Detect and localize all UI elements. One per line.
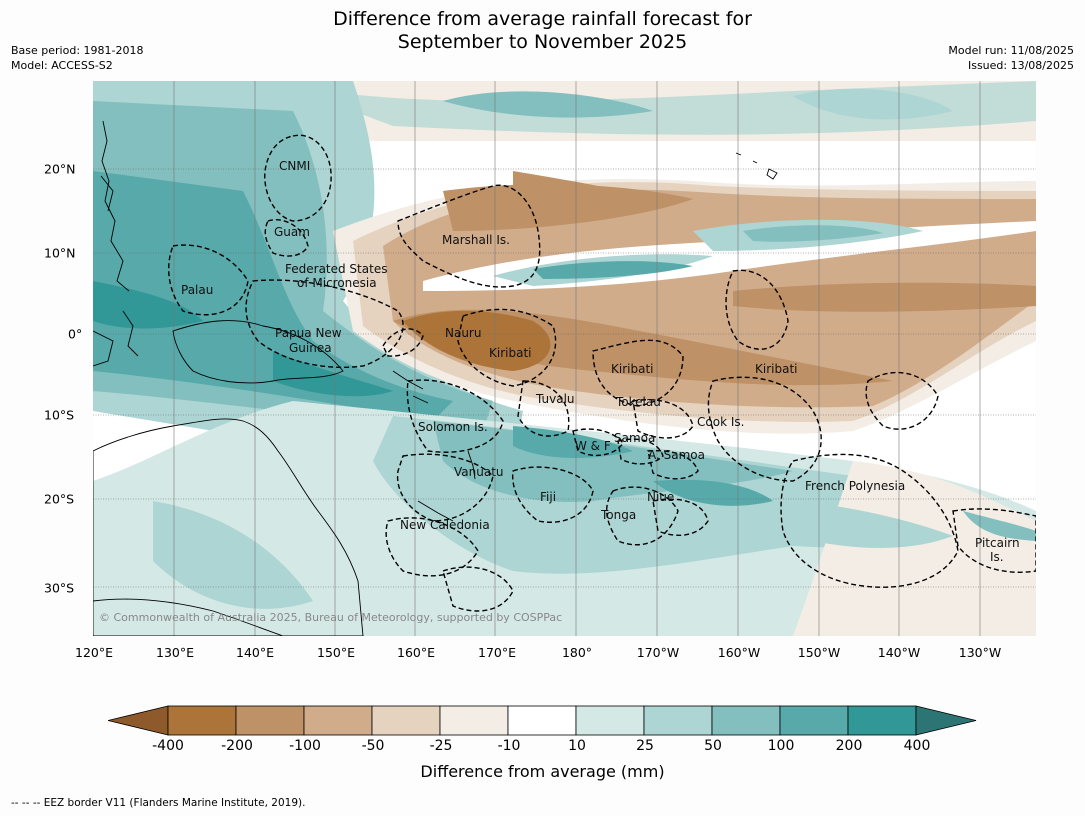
meta-right: Model run: 11/08/2025 Issued: 13/08/2025: [948, 43, 1074, 73]
y-tick-label: 20°S: [44, 491, 75, 507]
base-period: Base period: 1981-2018: [11, 44, 144, 57]
colorbar-label: 400: [903, 738, 931, 754]
label-fsm-1: Federated States: [285, 262, 387, 276]
colorbar-arrow-low: [108, 705, 169, 736]
label-png-1: Papua New: [275, 326, 342, 340]
colorbar: [108, 705, 977, 736]
label-guam: Guam: [274, 225, 310, 239]
colorbar-label: -400: [152, 738, 184, 754]
colorbar-segment: [303, 705, 373, 736]
label-marshall: Marshall Is.: [442, 233, 510, 247]
rainfall-map: © Commonwealth of Australia 2025, Bureau…: [93, 81, 1036, 636]
colorbar-arrow-high: [915, 705, 977, 736]
map-title-line1: Difference from average rainfall forecas…: [333, 8, 752, 30]
label-tokelau: Tokelau: [615, 395, 661, 409]
x-tick-label: 150°W: [797, 645, 841, 660]
label-fsm-2: of Micronesia: [297, 276, 377, 290]
label-vanuatu: Vanuatu: [454, 465, 504, 479]
colorbar-title: Difference from average (mm): [420, 762, 665, 781]
colorbar-segment: [507, 705, 577, 736]
label-pitcairn-1: Pitcairn: [975, 536, 1020, 550]
eez-borders: [168, 134, 1036, 612]
y-tick-label: 20°N: [44, 161, 76, 177]
colorbar-label: 100: [767, 738, 795, 754]
label-fiji: Fiji: [540, 490, 556, 504]
x-tick-label: 140°E: [235, 645, 275, 660]
label-samoa: Samoa: [614, 431, 655, 445]
y-tick-label: 10°S: [44, 407, 75, 423]
meta-left: Base period: 1981-2018 Model: ACCESS-S2: [11, 43, 143, 73]
colorbar-segment: [779, 705, 849, 736]
colorbar-label: -100: [289, 738, 321, 754]
x-tick-label: 120°E: [74, 645, 114, 660]
model-run: Model run: 11/08/2025: [948, 44, 1074, 57]
colorbar-label: 10: [568, 738, 586, 754]
x-tick-label: 130°E: [155, 645, 195, 660]
model-name: Model: ACCESS-S2: [11, 59, 113, 72]
label-new-caledonia: New Caledonia: [400, 518, 490, 532]
label-solomon: Solomon Is.: [418, 420, 488, 434]
colorbar-label: 25: [636, 738, 654, 754]
colorbar-label: 50: [704, 738, 722, 754]
map-title-line2: September to November 2025: [397, 31, 688, 53]
place-labels: CNMI Guam Marshall Is. Federated States …: [181, 159, 1020, 564]
x-tick-label: 180°: [561, 645, 593, 660]
y-tick-label: 30°S: [44, 580, 75, 596]
colorbar-segment: [643, 705, 713, 736]
label-kiribati-east: Kiribati: [755, 362, 797, 376]
eez-legend-note: -- -- -- EEZ border V11 (Flanders Marine…: [11, 797, 306, 809]
x-tick-label: 170°E: [477, 645, 517, 660]
label-png-2: Guinea: [289, 341, 332, 355]
x-tick-label: 170°W: [636, 645, 680, 660]
issued-date: Issued: 13/08/2025: [967, 59, 1074, 72]
label-kiribati-west: Kiribati: [489, 346, 531, 360]
colorbar-segment: [575, 705, 645, 736]
label-tuvalu: Tuvalu: [535, 392, 575, 406]
label-nauru: Nauru: [445, 326, 481, 340]
label-niue: Niue: [647, 490, 674, 504]
label-french-polynesia: French Polynesia: [805, 479, 905, 493]
colorbar-label: -25: [429, 738, 453, 754]
x-tick-label: 160°W: [717, 645, 761, 660]
label-cnmi: CNMI: [279, 159, 310, 173]
label-kiribati-central: Kiribati: [611, 362, 653, 376]
label-wallis-futuna: W & F: [575, 439, 611, 453]
colorbar-label: 200: [835, 738, 863, 754]
x-tick-label: 140°W: [877, 645, 921, 660]
x-tick-label: 130°W: [958, 645, 1002, 660]
colorbar-label: -50: [361, 738, 385, 754]
colorbar-segment: [167, 705, 237, 736]
label-cook-islands: Cook Is.: [697, 415, 744, 429]
x-tick-label: 160°E: [396, 645, 436, 660]
x-tick-label: 150°E: [316, 645, 356, 660]
colorbar-segment: [439, 705, 509, 736]
y-tick-label: 10°N: [44, 245, 76, 261]
colorbar-segment: [235, 705, 305, 736]
label-palau: Palau: [181, 283, 213, 297]
colorbar-segment: [711, 705, 781, 736]
y-tick-label: 0°: [68, 326, 83, 342]
colorbar-segment: [371, 705, 441, 736]
colorbar-label: -10: [497, 738, 521, 754]
copyright-notice: © Commonwealth of Australia 2025, Bureau…: [99, 611, 562, 624]
coastlines: [93, 120, 778, 636]
colorbar-segment: [847, 705, 917, 736]
label-american-samoa: A. Samoa: [648, 448, 705, 462]
meridian-gridlines: [173, 81, 981, 636]
label-pitcairn-2: Is.: [990, 550, 1004, 564]
colorbar-label: -200: [221, 738, 253, 754]
label-tonga: Tonga: [600, 508, 636, 522]
